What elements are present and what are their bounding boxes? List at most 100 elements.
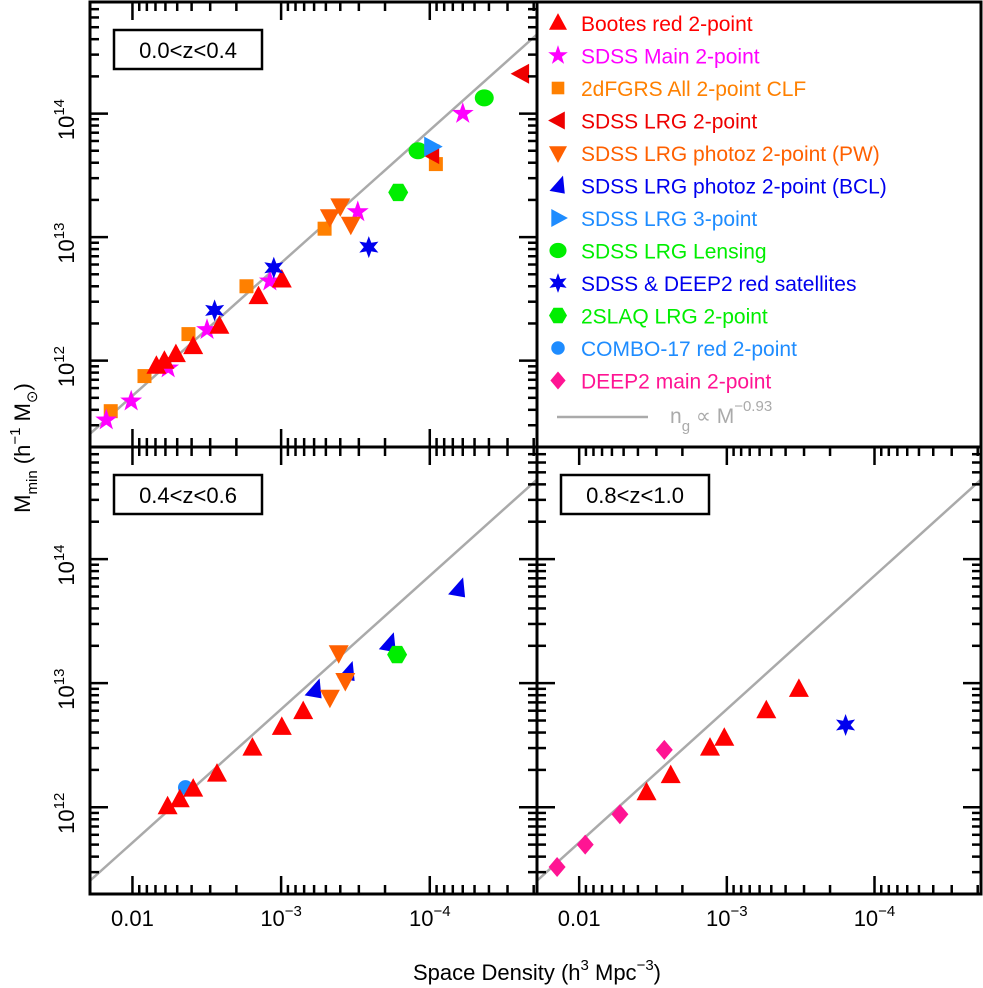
text-span: SDSS LRG Lensing <box>581 241 767 264</box>
text-span: Bootes red 2-point <box>581 13 753 36</box>
legend-item: SDSS LRG 2-point <box>548 111 757 134</box>
fit-line <box>537 478 981 882</box>
text-span: 3 <box>581 957 589 974</box>
data-point <box>169 788 190 808</box>
data-point <box>714 727 735 746</box>
legend-item: COMBO-17 red 2-point <box>551 338 797 361</box>
text-span: n <box>670 405 682 428</box>
data-point <box>576 834 594 855</box>
data-point <box>205 299 225 322</box>
text-span: −3 <box>285 903 302 920</box>
legend-marker <box>549 242 567 259</box>
data-point <box>424 136 443 157</box>
legend-label: SDSS Main 2-point <box>581 46 760 69</box>
data-point <box>271 716 292 735</box>
data-point <box>388 183 409 202</box>
data-point <box>328 645 349 664</box>
data-point <box>209 315 230 334</box>
text-span: −3 <box>731 903 748 920</box>
legend-marker <box>549 146 567 163</box>
fit-line <box>90 33 537 435</box>
text-span: SDSS LRG photoz 2-point (BCL) <box>581 176 887 199</box>
text-span: 0.01 <box>558 906 601 931</box>
legend-item: SDSS LRG photoz 2-point (BCL) <box>549 175 887 199</box>
data-point <box>146 355 167 374</box>
text-span: 2SLAQ LRG 2-point <box>581 306 768 329</box>
legend-label: SDSS LRG photoz 2-point (PW) <box>581 143 880 166</box>
text-span: 12 <box>51 346 68 363</box>
data-point <box>451 102 474 123</box>
text-span: SDSS LRG photoz 2-point (PW) <box>581 143 880 166</box>
text-span: −0.93 <box>734 398 772 415</box>
legend-label: 2dFGRS All 2-point CLF <box>581 78 806 101</box>
data-point <box>836 714 856 736</box>
data-point <box>258 269 281 291</box>
x-tick-label: 10−4 <box>409 903 451 931</box>
data-point <box>319 209 340 228</box>
y-axis-title: Mmin (h−1 M⊙) <box>7 383 41 513</box>
text-span: ∝ M <box>690 405 734 428</box>
legend-label: SDSS LRG Lensing <box>581 241 767 264</box>
text-span: (h <box>10 445 35 471</box>
panel-label-box <box>112 28 264 71</box>
text-span: 10 <box>54 809 79 833</box>
y-tick-label: 1014 <box>51 544 79 585</box>
text-span: 0.8<z<1.0 <box>586 483 684 508</box>
legend-item: 2dFGRS All 2-point CLF <box>551 78 806 101</box>
x-tick-label: 10−3 <box>260 903 302 931</box>
text-span: 0.01 <box>111 906 154 931</box>
data-point <box>196 318 218 339</box>
data-point <box>510 63 530 84</box>
x-tick-label: 0.01 <box>111 906 154 931</box>
y-tick-label: 1012 <box>51 346 79 387</box>
data-point <box>428 157 443 172</box>
text-span: SDSS LRG 3-point <box>581 208 757 231</box>
y-tick-label: 1012 <box>51 793 79 834</box>
legend-marker <box>551 209 568 227</box>
data-point <box>660 764 681 784</box>
legend-marker <box>548 45 568 64</box>
text-span: 10 <box>54 363 79 387</box>
text-span: 14 <box>51 544 68 561</box>
data-point <box>636 781 657 801</box>
data-point <box>387 645 408 664</box>
data-point <box>95 408 118 430</box>
text-span: 10 <box>854 906 878 931</box>
text-span: −3 <box>637 957 654 974</box>
data-point <box>611 804 629 825</box>
data-point <box>239 279 254 294</box>
text-span: ⊙ <box>24 391 41 404</box>
text-span: COMBO-17 red 2-point <box>581 338 797 361</box>
data-point <box>788 678 809 697</box>
x-tick-label: 0.01 <box>558 906 601 931</box>
text-span: Mpc <box>589 960 637 985</box>
text-span: DEEP2 main 2-point <box>581 371 771 394</box>
text-span: 10 <box>54 239 79 263</box>
text-span: SDSS LRG 2-point <box>581 111 757 134</box>
legend-label: SDSS LRG photoz 2-point (BCL) <box>581 176 887 199</box>
legend-marker <box>551 81 565 95</box>
data-point <box>183 778 204 797</box>
data-point <box>293 700 314 720</box>
legend-item: Bootes red 2-point <box>549 13 753 36</box>
text-span: SDSS Main 2-point <box>581 46 760 69</box>
text-span: −1 <box>7 428 24 445</box>
x-tick-label: 10−4 <box>854 903 896 931</box>
legend: Bootes red 2-point SDSS Main 2-point 2dFGR… <box>535 0 983 449</box>
data-point <box>207 763 227 782</box>
text-span: 14 <box>51 99 68 116</box>
data-point <box>181 327 196 342</box>
legend-item: SDSS & DEEP2 red satellites <box>549 273 856 296</box>
legend-marker <box>549 175 565 194</box>
panel-label-box <box>559 473 711 516</box>
text-span: ) <box>654 960 661 985</box>
panel-label: 0.4<z<0.6 <box>139 483 237 508</box>
legend-item: SDSS LRG Lensing <box>549 241 767 264</box>
legend-marker <box>549 13 567 30</box>
text-span: 10 <box>260 906 284 931</box>
legend-label: SDSS LRG 2-point <box>581 111 757 134</box>
fit-line <box>90 478 537 882</box>
text-span: M <box>10 495 35 513</box>
text-span: 2dFGRS All 2-point CLF <box>581 78 806 101</box>
